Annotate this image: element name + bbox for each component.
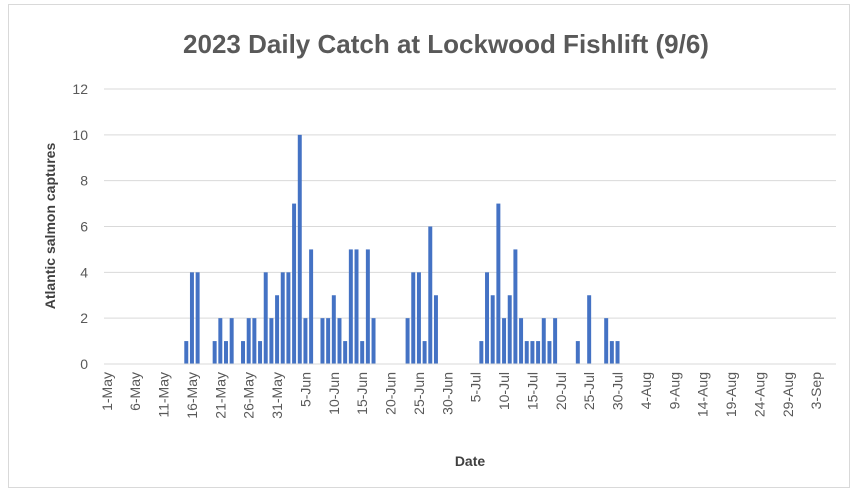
y-tick-label: 12: [72, 81, 88, 97]
bar: [530, 341, 535, 364]
bar: [615, 341, 620, 364]
bar: [360, 341, 365, 364]
bar: [286, 272, 291, 364]
bar: [371, 318, 376, 364]
x-tick-label: 26-May: [241, 372, 257, 419]
bar: [229, 318, 234, 364]
x-tick-label: 15-Jun: [354, 372, 370, 415]
bar: [541, 318, 546, 364]
bar: [513, 249, 518, 364]
bar: [365, 249, 370, 364]
bar: [337, 318, 342, 364]
bar: [609, 341, 614, 364]
bar: [587, 295, 592, 364]
bar: [354, 249, 359, 364]
x-tick-label: 21-May: [212, 372, 228, 419]
y-axis-title: Atlantic salmon captures: [42, 143, 58, 310]
y-tick-label: 8: [80, 173, 88, 189]
bar: [416, 272, 421, 364]
x-tick-label: 25-Jun: [411, 372, 427, 415]
bar: [496, 203, 501, 364]
bar: [309, 249, 314, 364]
y-tick-label: 10: [72, 127, 88, 143]
bar: [348, 249, 353, 364]
bar: [490, 295, 495, 364]
x-tick-label: 9-Aug: [666, 372, 682, 409]
bar: [502, 318, 507, 364]
bar: [212, 341, 217, 364]
bar: [263, 272, 268, 364]
bar: [252, 318, 257, 364]
chart-title: 2023 Daily Catch at Lockwood Fishlift (9…: [183, 29, 709, 59]
y-tick-label: 6: [80, 219, 88, 235]
x-tick-label: 5-Jun: [297, 372, 313, 407]
bar: [411, 272, 416, 364]
bar: [280, 272, 285, 364]
x-tick-label: 14-Aug: [695, 372, 711, 417]
x-tick-label: 20-Jul: [553, 372, 569, 410]
x-tick-label: 24-Aug: [751, 372, 767, 417]
bar: [241, 341, 246, 364]
gridlines: [104, 88, 836, 319]
x-tick-label: 29-Aug: [780, 372, 796, 417]
x-tick-label: 20-Jun: [383, 372, 399, 415]
bar: [297, 134, 302, 364]
bar: [246, 318, 251, 364]
x-tick-label: 1-May: [99, 372, 115, 411]
bar: [422, 341, 427, 364]
y-tick-label: 2: [80, 310, 88, 326]
bar: [405, 318, 410, 364]
bar: [575, 341, 580, 364]
bar: [218, 318, 223, 364]
bar: [269, 318, 274, 364]
x-tick-label: 25-Jul: [581, 372, 597, 410]
bars: [184, 134, 620, 364]
x-tick-labels: 1-May 6-May 11-May 16-May 21-May 26-May 31-May…: [99, 372, 824, 419]
bar: [553, 318, 558, 364]
bar: [604, 318, 609, 364]
bar: [326, 318, 331, 364]
bar: [292, 203, 297, 364]
x-tick-label: 10-Jun: [326, 372, 342, 415]
bar: [320, 318, 325, 364]
bar: [275, 295, 280, 364]
bar: [343, 341, 348, 364]
x-tick-label: 15-Jul: [524, 372, 540, 410]
x-tick-label: 30-Jun: [439, 372, 455, 415]
x-axis-title: Date: [455, 453, 486, 469]
bar: [428, 226, 433, 364]
bar: [485, 272, 490, 364]
y-tick-label: 4: [80, 264, 88, 280]
x-tick-label: 5-Jul: [468, 372, 484, 402]
x-tick-label: 4-Aug: [638, 372, 654, 409]
bar: [189, 272, 194, 364]
x-tick-label: 19-Aug: [723, 372, 739, 417]
x-tick-label: 6-May: [127, 372, 143, 411]
y-tick-label: 0: [80, 356, 88, 372]
bar: [507, 295, 512, 364]
bar: [479, 341, 484, 364]
bar: [547, 341, 552, 364]
bar: [258, 341, 263, 364]
x-tick-label: 11-May: [156, 372, 172, 418]
x-tick-label: 31-May: [269, 372, 285, 419]
bar: [536, 341, 541, 364]
x-tick-label: 10-Jul: [496, 372, 512, 410]
bar: [195, 272, 200, 364]
bar: [433, 295, 438, 364]
y-tick-labels: 0 2 4 6 8 10 12: [72, 81, 88, 372]
bar: [184, 341, 189, 364]
bar: [224, 341, 228, 364]
bar: [303, 318, 308, 364]
bar: [331, 295, 336, 364]
x-tick-label: 3-Sep: [808, 372, 824, 410]
bar: [519, 318, 524, 364]
x-tick-label: 16-May: [184, 372, 200, 419]
x-tick-label: 30-Jul: [610, 372, 626, 410]
bar: [524, 341, 529, 364]
